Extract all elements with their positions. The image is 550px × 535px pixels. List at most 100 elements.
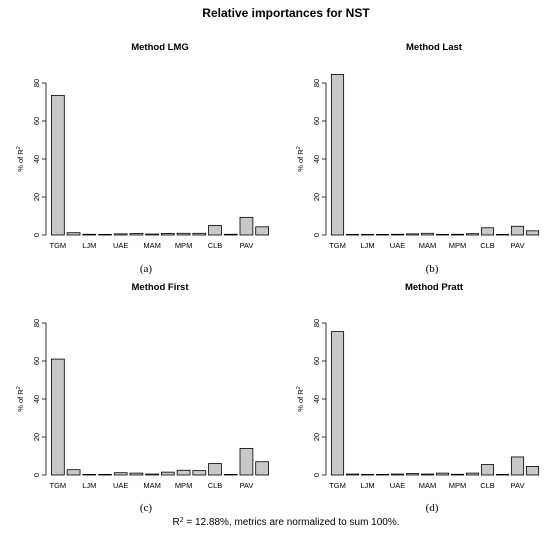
y-tick-label: 20 <box>312 193 321 201</box>
panel-label: (c) <box>140 502 153 514</box>
y-axis-label: % of R2 <box>296 386 305 412</box>
bar-CLB <box>480 227 495 236</box>
bar-v8 <box>161 233 175 236</box>
bar-v6 <box>129 472 144 476</box>
bar-v14 <box>255 226 269 236</box>
y-tick-label: 60 <box>312 117 321 125</box>
x-tick-label: TGM <box>50 241 67 250</box>
x-tick-label: LJM <box>360 481 374 490</box>
bar-TGM <box>330 331 345 476</box>
x-tick-label: UAE <box>390 241 405 250</box>
x-tick-label: MAM <box>143 241 161 250</box>
y-axis-label-sup: 2 <box>16 146 22 149</box>
bar-UAE <box>113 472 128 476</box>
bar-MPM <box>450 233 465 236</box>
bar-CLB <box>480 464 495 476</box>
bar-MAM <box>420 232 435 236</box>
x-tick-label: UAE <box>390 481 405 490</box>
bar-PAV <box>510 456 525 476</box>
x-tick-label: UAE <box>113 481 128 490</box>
x-tick-label: TGM <box>329 481 346 490</box>
bar-TGM <box>51 358 65 476</box>
bar-LJM <box>360 473 375 476</box>
bar-MPM <box>176 232 191 236</box>
x-tick-label: CLB <box>480 481 495 490</box>
panel-label: (d) <box>426 502 439 514</box>
bar-v10 <box>192 470 207 476</box>
bar-MPM <box>450 473 465 476</box>
x-tick-label: LJM <box>360 241 374 250</box>
y-tick-label: 40 <box>312 155 321 163</box>
x-tick-label: CLB <box>480 241 495 250</box>
y-tick-label: 80 <box>32 319 41 327</box>
x-tick-label: MAM <box>419 481 437 490</box>
y-tick-label: 80 <box>32 79 41 87</box>
y-tick-label: 80 <box>312 79 321 87</box>
panel-1: Method LMG 0 20 40 60 80 % of R2 TGM LJM UAE MAM MP… <box>16 42 269 275</box>
bar-v4 <box>98 473 112 476</box>
bar-v4 <box>98 233 112 236</box>
y-tick-label: 20 <box>32 193 41 201</box>
x-tick-label: MPM <box>449 481 467 490</box>
y-tick-label: 0 <box>312 473 321 477</box>
y-tick-label: 80 <box>312 319 321 327</box>
bar-v12 <box>495 233 510 236</box>
x-tick-label: PAV <box>239 241 253 250</box>
y-axis-label: % of R2 <box>16 146 25 172</box>
bar-v8 <box>435 472 450 476</box>
x-tick-label: TGM <box>329 241 346 250</box>
x-tick-label: LJM <box>82 481 96 490</box>
bar-TGM <box>51 94 65 236</box>
footer-text: = 12.88%, metrics are normalized to sum … <box>184 517 400 528</box>
bar-v8 <box>435 233 450 236</box>
panel-4: Method Pratt 0 20 40 60 80 % of R2 TGM LJM UAE MAM… <box>296 282 540 514</box>
panel-title: Method Pratt <box>405 282 464 293</box>
bar-v14 <box>525 230 540 236</box>
x-tick-label: MAM <box>143 481 161 490</box>
y-tick-label: 0 <box>32 233 41 237</box>
y-tick-label: 0 <box>312 233 321 237</box>
y-tick-label: 60 <box>32 357 41 365</box>
bar-v4 <box>375 233 390 236</box>
bar-UAE <box>390 233 405 236</box>
bar-UAE <box>113 233 128 236</box>
bar-CLB <box>208 463 222 476</box>
bar-v12 <box>223 233 238 236</box>
y-tick-label: 40 <box>312 395 321 403</box>
bar-v10 <box>465 233 480 236</box>
bar-v10 <box>192 232 207 236</box>
x-tick-label: MPM <box>449 241 467 250</box>
bar-v2 <box>66 232 81 236</box>
bar-v2 <box>345 233 360 236</box>
y-axis-label-sup: 2 <box>296 386 302 389</box>
bar-v6 <box>405 233 420 236</box>
panel-title: Method LMG <box>131 42 189 53</box>
bar-MPM <box>176 469 191 476</box>
bar-LJM <box>82 233 97 236</box>
footer-note: R2 = 12.88%, metrics are normalized to s… <box>172 517 399 529</box>
x-tick-label: PAV <box>511 481 525 490</box>
y-axis-label: % of R2 <box>296 146 305 172</box>
y-tick-label: 20 <box>312 433 321 441</box>
bar-v2 <box>66 469 81 476</box>
bar-PAV <box>239 447 254 476</box>
bar-v12 <box>223 473 238 476</box>
y-tick-label: 60 <box>32 117 41 125</box>
footer-r: R <box>172 517 179 528</box>
x-tick-label: UAE <box>113 241 128 250</box>
bar-v14 <box>255 461 269 476</box>
bar-LJM <box>82 473 97 476</box>
panel-label: (b) <box>426 263 439 275</box>
x-tick-label: MPM <box>175 481 193 490</box>
footer-r-sup: 2 <box>180 517 184 524</box>
panel-title: Method Last <box>406 42 463 53</box>
x-tick-label: CLB <box>208 241 223 250</box>
y-axis-label: % of R2 <box>16 386 25 412</box>
x-tick-label: MAM <box>419 241 437 250</box>
bar-v14 <box>525 466 540 476</box>
x-tick-label: PAV <box>239 481 253 490</box>
x-tick-label: PAV <box>511 241 525 250</box>
bar-v10 <box>465 472 480 476</box>
